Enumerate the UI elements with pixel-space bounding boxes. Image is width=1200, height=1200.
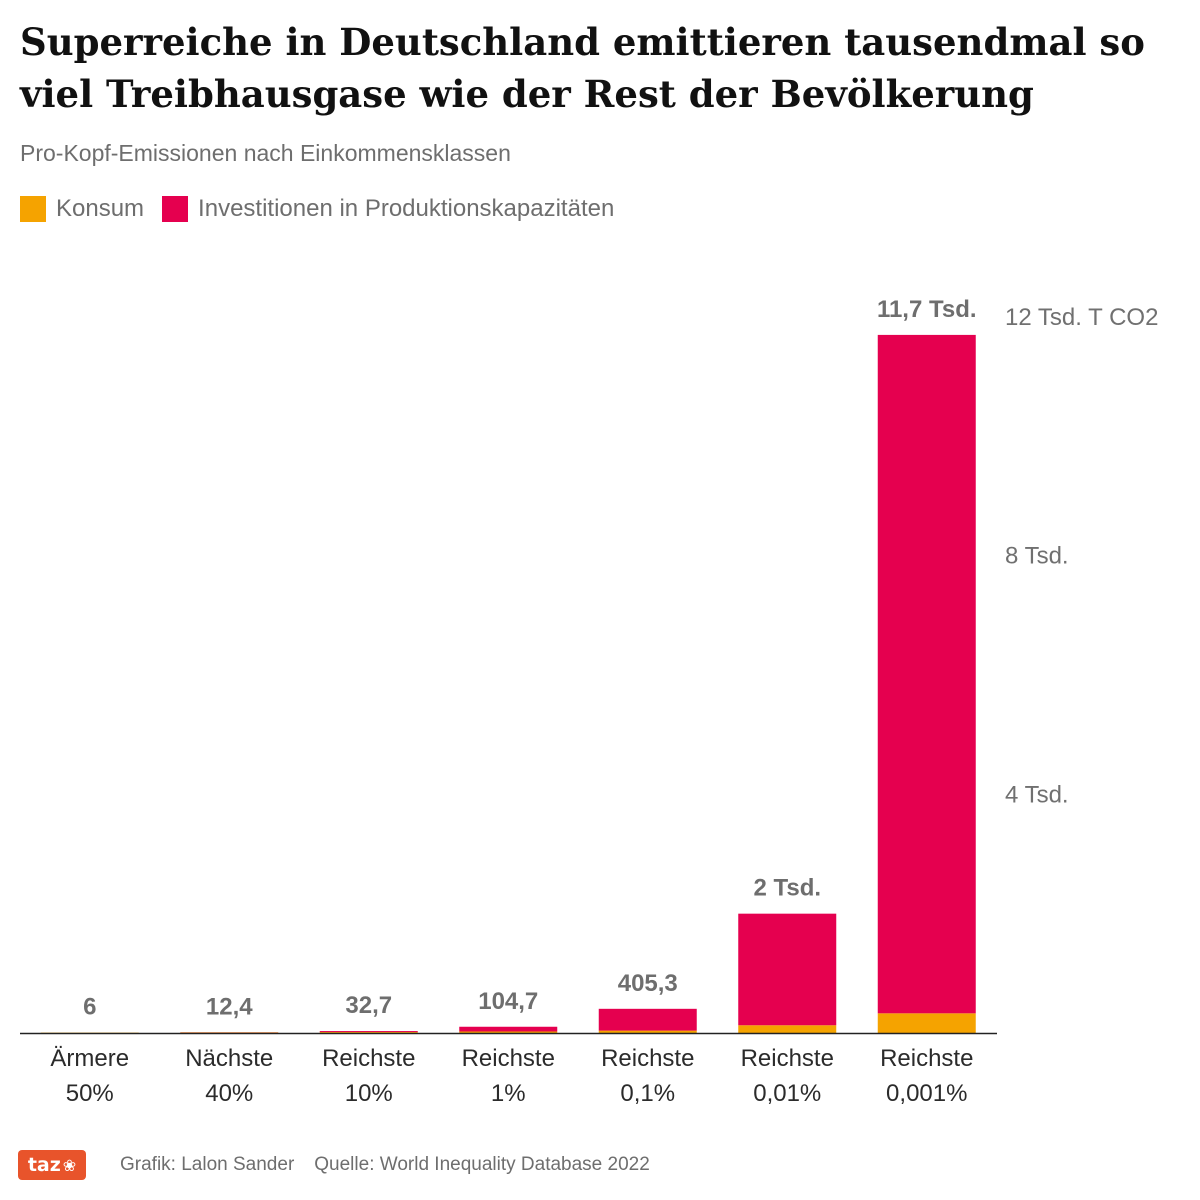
value-label-4: 405,3 [618, 970, 678, 997]
category-label-0-1: 50% [66, 1080, 114, 1107]
bar-konsum-3 [459, 1031, 558, 1033]
source-text: Quelle: World Inequality Database 2022 [314, 1154, 650, 1175]
y-tick-label-1: 8 Tsd. [1005, 543, 1069, 570]
bar-investitionen-6 [877, 334, 976, 1014]
category-label-5-1: 0,01% [753, 1080, 821, 1107]
bar-konsum-1 [180, 1032, 279, 1033]
category-label-5-0: Reichste [741, 1045, 834, 1072]
y-tick-label-0: 4 Tsd. [1005, 781, 1069, 808]
category-label-3-0: Reichste [462, 1045, 555, 1072]
chart-title: Superreiche in Deutschland emittieren ta… [20, 20, 1145, 116]
category-label-6-1: 0,001% [886, 1080, 967, 1107]
taz-logo: taz ❀ [18, 1150, 86, 1180]
category-label-2-0: Reichste [322, 1045, 415, 1072]
category-label-4-0: Reichste [601, 1045, 694, 1072]
y-tick-label-2: 12 Tsd. T CO2 [1005, 304, 1158, 331]
bar-investitionen-4 [598, 1008, 697, 1031]
value-label-5: 2 Tsd. [753, 875, 821, 902]
category-label-0-0: Ärmere [50, 1045, 129, 1072]
paw-icon: ❀ [62, 1155, 77, 1175]
value-label-1: 12,4 [206, 993, 253, 1020]
footer: taz ❀ Grafik: Lalon Sander Quelle: World … [18, 1150, 650, 1180]
bar-investitionen-5 [738, 913, 837, 1026]
category-label-2-1: 10% [345, 1080, 393, 1107]
category-label-3-1: 1% [491, 1080, 526, 1107]
legend-item-investitionen: Investitionen in Produktionskapazitäten [162, 195, 614, 223]
legend-label-konsum: Konsum [56, 195, 145, 222]
legend: Konsum Investitionen in Produktionskapaz… [20, 195, 632, 223]
bar-investitionen-3 [459, 1026, 558, 1032]
taz-logo-text: taz [27, 1154, 61, 1176]
category-label-1-0: Nächste [185, 1045, 273, 1072]
category-label-1-1: 40% [205, 1080, 253, 1107]
value-label-6: 11,7 Tsd. [877, 296, 977, 323]
value-label-0: 6 [83, 994, 96, 1021]
chart-subtitle: Pro-Kopf-Emissionen nach Einkommensklass… [20, 140, 511, 166]
bar-investitionen-2 [319, 1031, 418, 1033]
value-label-3: 104,7 [478, 988, 538, 1015]
bar-konsum-2 [319, 1032, 418, 1033]
category-label-4-1: 0,1% [620, 1080, 675, 1107]
category-label-6-0: Reichste [880, 1045, 973, 1072]
bar-konsum-4 [598, 1030, 697, 1033]
legend-item-konsum: Konsum [20, 195, 144, 223]
value-label-2: 32,7 [345, 992, 392, 1019]
credit-text: Grafik: Lalon Sander [120, 1154, 295, 1175]
bar-konsum-5 [738, 1025, 837, 1033]
legend-label-investitionen: Investitionen in Produktionskapazitäten [198, 195, 615, 222]
legend-swatch-investitionen [162, 196, 189, 222]
bar-konsum-6 [877, 1013, 976, 1033]
legend-swatch-konsum [20, 196, 46, 222]
